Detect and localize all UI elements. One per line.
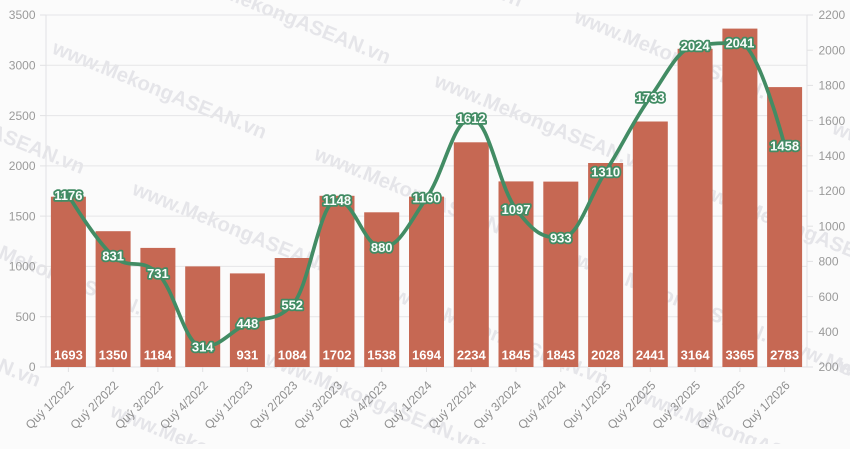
- svg-text:2234: 2234: [457, 348, 487, 363]
- svg-text:1400: 1400: [819, 149, 846, 163]
- svg-text:3164: 3164: [681, 348, 711, 363]
- svg-text:1845: 1845: [502, 348, 531, 363]
- svg-text:2500: 2500: [9, 109, 36, 123]
- svg-text:2041: 2041: [725, 36, 754, 51]
- svg-text:1160: 1160: [412, 191, 440, 206]
- svg-text:1538: 1538: [367, 348, 396, 363]
- svg-text:1694: 1694: [412, 348, 442, 363]
- svg-text:2000: 2000: [9, 159, 36, 173]
- svg-text:314: 314: [192, 340, 214, 355]
- svg-text:3500: 3500: [9, 8, 36, 22]
- svg-text:880: 880: [371, 240, 393, 255]
- svg-text:3365: 3365: [725, 348, 754, 363]
- svg-text:0: 0: [29, 360, 36, 374]
- svg-text:1148: 1148: [323, 193, 351, 208]
- svg-text:1200: 1200: [819, 184, 846, 198]
- svg-text:1000: 1000: [819, 219, 846, 233]
- svg-text:500: 500: [15, 310, 35, 324]
- svg-text:1097: 1097: [502, 202, 531, 217]
- svg-text:1843: 1843: [546, 348, 575, 363]
- svg-text:1000: 1000: [9, 260, 36, 274]
- svg-text:1458: 1458: [770, 138, 799, 153]
- svg-text:552: 552: [281, 298, 303, 313]
- svg-text:1702: 1702: [323, 348, 352, 363]
- svg-text:1733: 1733: [636, 90, 665, 105]
- svg-text:2028: 2028: [591, 348, 620, 363]
- svg-text:1084: 1084: [278, 348, 308, 363]
- svg-text:1176: 1176: [54, 188, 82, 203]
- svg-text:200: 200: [819, 360, 839, 374]
- svg-text:2200: 2200: [819, 8, 846, 22]
- svg-text:800: 800: [819, 255, 839, 269]
- svg-text:731: 731: [147, 266, 169, 281]
- svg-text:2000: 2000: [819, 43, 846, 57]
- svg-text:1800: 1800: [819, 79, 846, 93]
- svg-text:931: 931: [237, 348, 259, 363]
- svg-text:448: 448: [237, 316, 259, 331]
- svg-text:1350: 1350: [99, 348, 128, 363]
- svg-text:1500: 1500: [9, 209, 36, 223]
- svg-text:831: 831: [102, 249, 124, 264]
- svg-text:400: 400: [819, 325, 839, 339]
- svg-text:600: 600: [819, 290, 839, 304]
- svg-text:1612: 1612: [457, 111, 486, 126]
- svg-text:3000: 3000: [9, 59, 36, 73]
- svg-text:1184: 1184: [144, 348, 173, 363]
- svg-text:2024: 2024: [681, 39, 711, 54]
- svg-text:1600: 1600: [819, 114, 846, 128]
- svg-text:1310: 1310: [591, 164, 620, 179]
- svg-text:2441: 2441: [636, 348, 665, 363]
- svg-text:1693: 1693: [54, 348, 83, 363]
- svg-text:933: 933: [550, 231, 572, 246]
- svg-text:2783: 2783: [770, 348, 799, 363]
